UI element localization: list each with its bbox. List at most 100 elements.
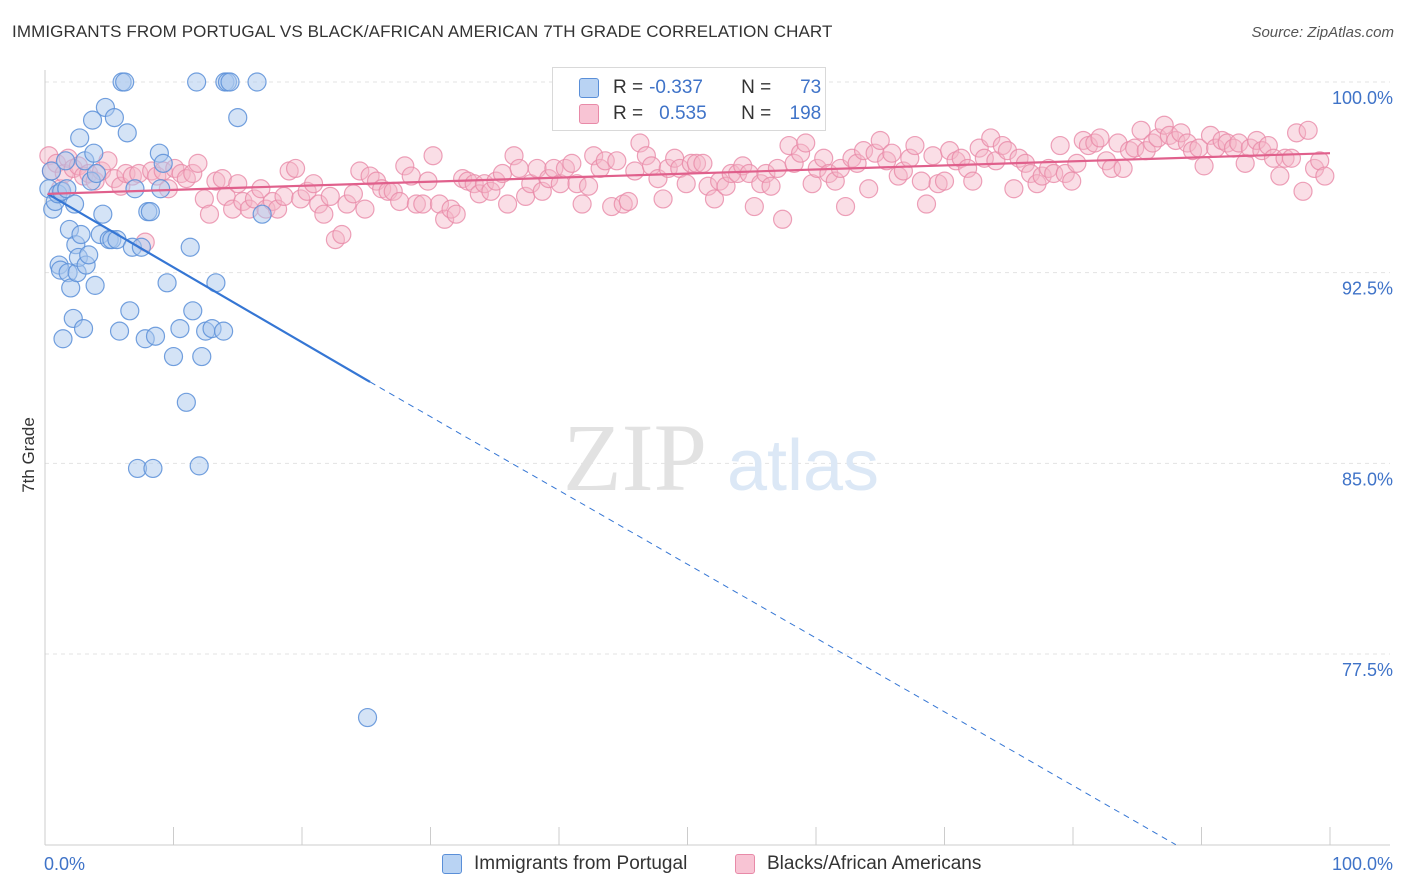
point-blacks-african-americans: [802, 174, 822, 194]
point-immigrants-from-portugal: [176, 392, 196, 412]
point-blacks-african-americans: [704, 189, 725, 209]
point-immigrants-from-portugal: [79, 245, 99, 265]
point-blacks-african-americans: [607, 151, 627, 171]
trend-lines: [47, 152, 1331, 846]
point-immigrants-from-portugal: [151, 179, 171, 199]
stats-row-blue: R = -0.337 N = 73: [579, 76, 821, 100]
point-blacks-african-americans: [1044, 163, 1064, 184]
trend-line-immigrants-from-portugal: [47, 192, 371, 383]
point-blacks-african-americans: [853, 141, 874, 161]
stats-row-pink: R = 0.535 N = 198: [579, 102, 821, 126]
point-blacks-african-americans: [1217, 133, 1237, 153]
point-blacks-african-americans: [1270, 166, 1290, 186]
point-blacks-african-americans: [360, 166, 380, 186]
stats-r-label-blue: R =: [613, 77, 644, 98]
point-blacks-african-americans: [291, 189, 311, 209]
series-immigrants-from-portugal: [39, 72, 378, 728]
point-immigrants-from-portugal: [252, 204, 272, 224]
point-immigrants-from-portugal: [86, 163, 107, 184]
point-blacks-african-americans: [1298, 120, 1318, 140]
watermark-atlas: atlas: [727, 426, 879, 506]
point-immigrants-from-portugal: [125, 179, 145, 199]
point-immigrants-from-portugal: [220, 72, 240, 92]
point-blacks-african-americans: [453, 169, 473, 189]
point-blacks-african-americans: [1293, 181, 1313, 201]
point-blacks-african-americans: [825, 171, 845, 191]
point-blacks-african-americans: [314, 204, 334, 224]
point-blacks-african-americans: [1310, 151, 1330, 171]
trend-line-blacks-african-americans: [47, 152, 1331, 195]
point-immigrants-from-portugal: [93, 204, 113, 224]
point-blacks-african-americans: [343, 184, 363, 204]
point-blacks-african-americans: [350, 161, 370, 181]
point-immigrants-from-portugal: [71, 224, 91, 245]
point-immigrants-from-portugal: [192, 346, 212, 367]
point-immigrants-from-portugal: [214, 321, 234, 341]
watermark: ZIP atlas: [563, 404, 879, 511]
point-blacks-african-americans: [1131, 120, 1151, 140]
point-blacks-african-americans: [355, 199, 375, 219]
point-blacks-african-americans: [469, 184, 489, 204]
x-tick-label-1: 100.0%: [1332, 854, 1393, 874]
point-immigrants-from-portugal: [84, 143, 104, 163]
trend-line-dashed-immigrants-from-portugal: [369, 381, 1177, 846]
point-blacks-african-americans: [1247, 130, 1267, 151]
stats-n-value-pink: 198: [789, 103, 822, 124]
point-immigrants-from-portugal: [70, 128, 90, 148]
legend-label-immigrants-from-portugal: Immigrants from Portugal: [474, 853, 688, 874]
point-immigrants-from-portugal: [357, 707, 378, 728]
point-blacks-african-americans: [625, 161, 645, 181]
point-immigrants-from-portugal: [55, 151, 76, 171]
point-blacks-african-americans: [1085, 133, 1105, 153]
stats-r-label-pink: R =: [613, 103, 644, 124]
point-blacks-african-americans: [940, 141, 960, 161]
grid-lines: [45, 81, 1390, 655]
y-tick-label-0: 100.0%: [1332, 88, 1393, 108]
y-axis-label: 7th Grade: [19, 417, 38, 493]
point-immigrants-from-portugal: [117, 123, 137, 143]
point-blacks-african-americans: [1194, 156, 1214, 176]
point-immigrants-from-portugal: [120, 301, 140, 321]
point-immigrants-from-portugal: [170, 318, 190, 339]
point-blacks-african-americans: [992, 135, 1012, 156]
point-blacks-african-americans: [784, 153, 804, 173]
stats-n-label-pink: N =: [741, 103, 772, 124]
stats-n-label-blue: N =: [741, 77, 772, 98]
point-blacks-african-americans: [1235, 153, 1255, 173]
point-blacks-african-americans: [423, 146, 443, 166]
point-blacks-african-americans: [1286, 123, 1307, 143]
point-blacks-african-americans: [1159, 125, 1179, 145]
point-blacks-african-americans: [446, 204, 466, 224]
source-credit: Source: ZipAtlas.com: [1251, 24, 1394, 41]
point-blacks-african-americans: [716, 176, 736, 196]
point-blacks-african-americans: [1171, 123, 1191, 143]
point-immigrants-from-portugal: [228, 107, 248, 128]
point-blacks-african-americans: [693, 153, 713, 173]
point-blacks-african-americans: [1032, 166, 1052, 186]
point-immigrants-from-portugal: [183, 301, 203, 321]
point-blacks-african-americans: [595, 151, 615, 171]
point-blacks-african-americans: [761, 176, 781, 196]
point-blacks-african-americans: [814, 148, 834, 168]
point-blacks-african-americans: [309, 194, 329, 214]
point-blacks-african-americans: [251, 179, 271, 199]
legend-item-blacks-african-americans[interactable]: Blacks/African Americans: [735, 852, 981, 876]
point-blacks-african-americans: [233, 191, 253, 212]
point-blacks-african-americans: [981, 128, 1001, 148]
watermark-zip: ZIP: [563, 404, 707, 511]
point-blacks-african-americans: [859, 179, 879, 199]
point-blacks-african-americans: [916, 194, 937, 214]
point-blacks-african-americans: [183, 163, 203, 184]
point-blacks-african-americans: [188, 153, 208, 173]
point-immigrants-from-portugal: [247, 72, 267, 92]
point-blacks-african-americans: [1212, 130, 1232, 151]
point-blacks-african-americans: [332, 224, 352, 245]
point-blacks-african-americans: [562, 153, 582, 173]
point-blacks-african-americans: [997, 141, 1018, 161]
stats-n-value-blue: 73: [800, 77, 822, 98]
legend-item-immigrants-from-portugal[interactable]: Immigrants from Portugal: [442, 852, 687, 876]
point-blacks-african-americans: [441, 199, 461, 219]
x-tick-labels: 0.0% 100.0%: [44, 854, 1393, 874]
point-blacks-african-americans: [199, 204, 220, 224]
